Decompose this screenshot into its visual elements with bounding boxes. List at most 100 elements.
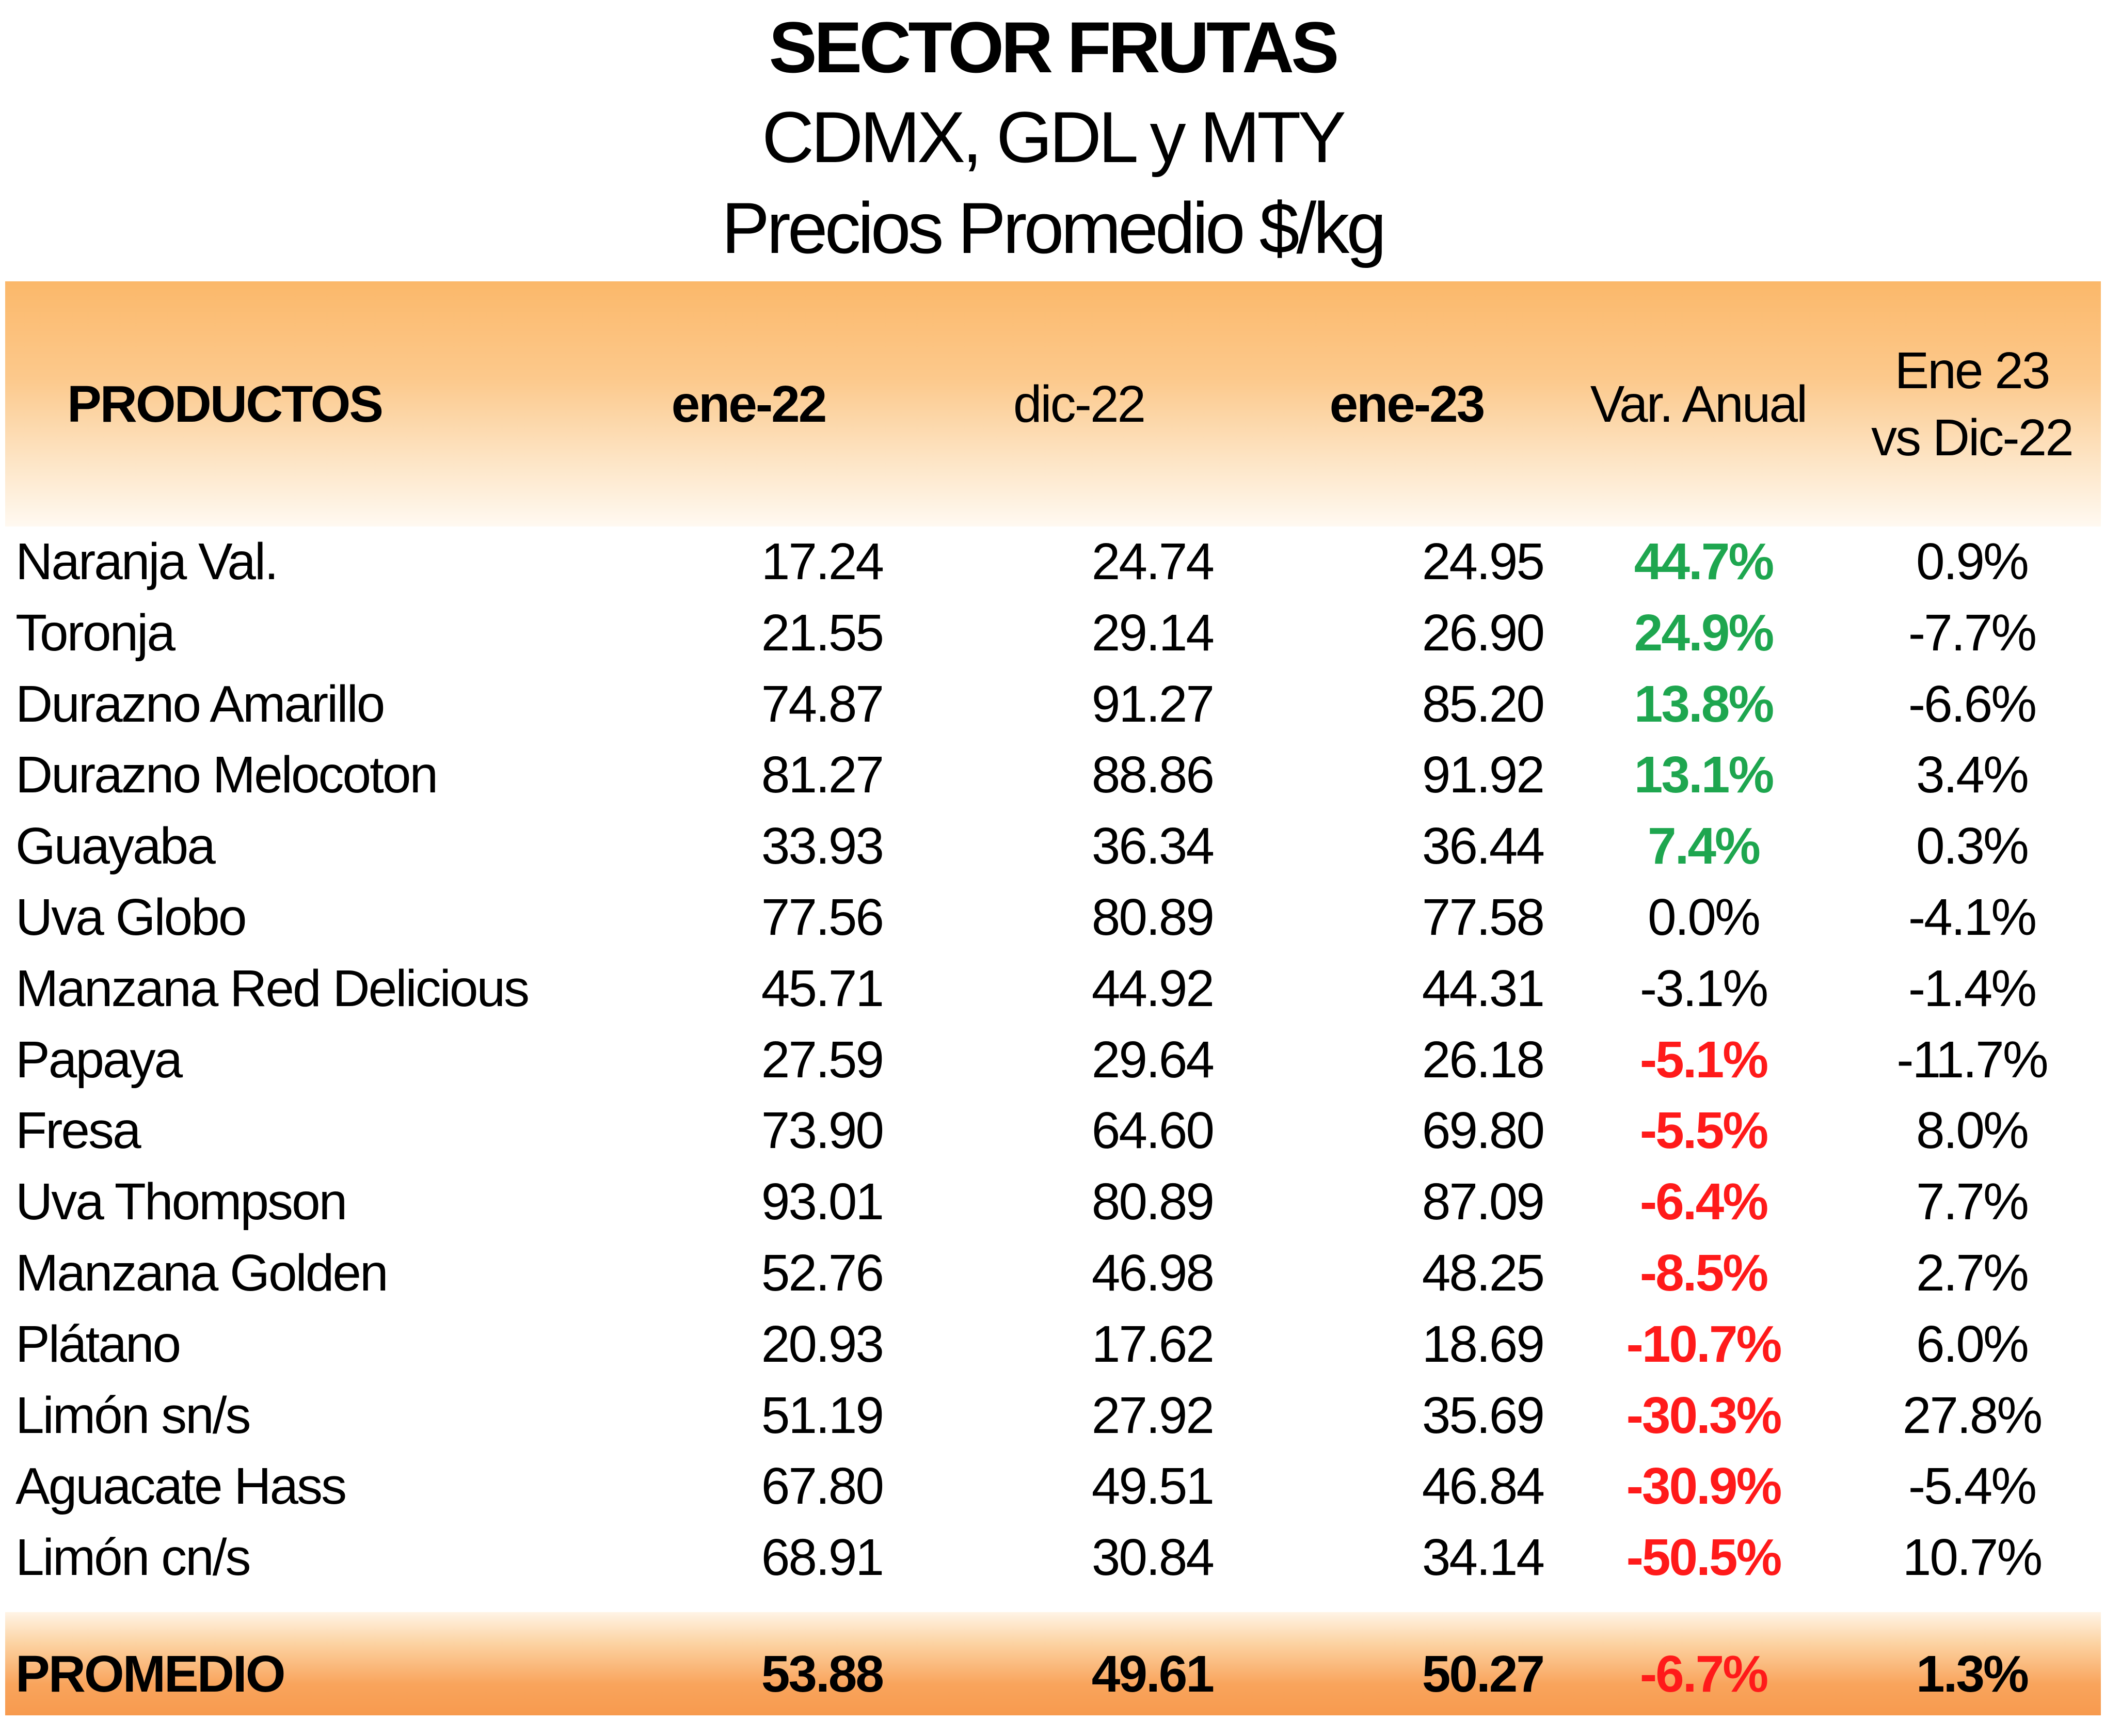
footer-dic22: 49.61 xyxy=(1091,1645,1215,1703)
table-body: Naranja Val. 17.24 24.74 24.95 44.7% 0.9% Toro… xyxy=(5,527,2101,1594)
price-ene22: 74.87 xyxy=(761,675,884,733)
price-dic22: 36.34 xyxy=(1091,817,1215,875)
table-row: Aguacate Hass 67.80 49.51 46.84 -30.9% -5.4% xyxy=(5,1451,2101,1522)
table-row: Durazno Melocoton 81.27 88.86 91.92 13.1% 3.4… xyxy=(5,740,2101,811)
table-row: Toronja 21.55 29.14 26.90 24.9% -7.7% xyxy=(5,598,2101,669)
table-row: Manzana Golden 52.76 46.98 48.25 -8.5% 2.7% xyxy=(5,1238,2101,1309)
table-row: Fresa 73.90 64.60 69.80 -5.5% 8.0% xyxy=(5,1095,2101,1167)
price-ene22: 45.71 xyxy=(761,959,884,1017)
product-name: Limón cn/s xyxy=(15,1528,251,1587)
price-ene23: 69.80 xyxy=(1422,1102,1545,1160)
table-row: Uva Thompson 93.01 80.89 87.09 -6.4% 7.7% xyxy=(5,1167,2101,1238)
header-productos: PRODUCTOS xyxy=(67,375,384,433)
price-ene23: 77.58 xyxy=(1422,888,1545,946)
var-anual: -6.4% xyxy=(1639,1173,1768,1231)
var-anual: -5.1% xyxy=(1639,1030,1768,1089)
prices-table: PRODUCTOS ene-22 dic-22 ene-23 Var. Anua… xyxy=(5,281,2101,1715)
var-anual: -5.5% xyxy=(1639,1102,1768,1160)
var-anual: -30.3% xyxy=(1626,1386,1782,1444)
var-anual: -8.5% xyxy=(1639,1244,1768,1302)
price-ene23: 35.69 xyxy=(1422,1386,1545,1444)
ene-vs-dic: 6.0% xyxy=(1916,1315,2029,1373)
table-footer-promedio: PROMEDIO 53.88 49.61 50.27 -6.7% 1.3% xyxy=(5,1612,2101,1715)
price-dic22: 80.89 xyxy=(1091,1173,1215,1231)
product-name: Manzana Red Delicious xyxy=(15,959,530,1017)
ene-vs-dic: 10.7% xyxy=(1902,1528,2043,1587)
ene-vs-dic: -1.4% xyxy=(1908,959,2037,1017)
product-name: Uva Thompson xyxy=(15,1173,347,1231)
price-ene22: 17.24 xyxy=(761,533,884,591)
table-row: Limón sn/s 51.19 27.92 35.69 -30.3% 27.8% xyxy=(5,1380,2101,1452)
table-row: Limón cn/s 68.91 30.84 34.14 -50.5% 10.7% xyxy=(5,1522,2101,1594)
var-anual: 7.4% xyxy=(1648,817,1761,875)
header-ene-vs-dic: Ene 23 vs Dic-22 xyxy=(1843,281,2101,527)
price-ene23: 91.92 xyxy=(1422,746,1545,804)
var-anual: 13.8% xyxy=(1634,675,1775,733)
product-name: Guayaba xyxy=(15,817,216,875)
product-name: Fresa xyxy=(15,1102,141,1160)
price-dic22: 27.92 xyxy=(1091,1386,1215,1444)
footer-ene-vs-dic: 1.3% xyxy=(1916,1645,2029,1703)
ene-vs-dic: -7.7% xyxy=(1908,603,2037,662)
product-name: Aguacate Hass xyxy=(15,1457,347,1516)
var-anual: -50.5% xyxy=(1626,1528,1782,1587)
price-ene23: 26.90 xyxy=(1422,603,1545,662)
footer-label: PROMEDIO xyxy=(15,1645,285,1703)
price-ene22: 20.93 xyxy=(761,1315,884,1373)
price-ene22: 68.91 xyxy=(761,1528,884,1587)
var-anual: 24.9% xyxy=(1634,603,1775,662)
table-row: Papaya 27.59 29.64 26.18 -5.1% -11.7% xyxy=(5,1025,2101,1096)
var-anual: 13.1% xyxy=(1634,746,1775,804)
table-row: Uva Globo 77.56 80.89 77.58 0.0% -4.1% xyxy=(5,882,2101,953)
ene-vs-dic: -5.4% xyxy=(1908,1457,2037,1516)
price-dic22: 29.14 xyxy=(1091,603,1215,662)
price-dic22: 29.64 xyxy=(1091,1030,1215,1089)
price-dic22: 30.84 xyxy=(1091,1528,1215,1587)
price-ene23: 44.31 xyxy=(1422,959,1545,1017)
price-dic22: 44.92 xyxy=(1091,959,1215,1017)
product-name: Uva Globo xyxy=(15,888,247,946)
page-title: SECTOR FRUTAS xyxy=(769,7,1339,88)
ene-vs-dic: 8.0% xyxy=(1916,1102,2029,1160)
table-row: Manzana Red Delicious 45.71 44.92 44.31 -3.1… xyxy=(5,953,2101,1025)
price-ene22: 73.90 xyxy=(761,1102,884,1160)
page-subtitle-cities: CDMX, GDL y MTY xyxy=(762,97,1346,178)
ene-vs-dic: 0.3% xyxy=(1916,817,2029,875)
var-anual: -3.1% xyxy=(1639,959,1768,1017)
price-ene23: 36.44 xyxy=(1422,817,1545,875)
price-ene23: 26.18 xyxy=(1422,1030,1545,1089)
header-ene23: ene-23 xyxy=(1329,375,1486,433)
table-row: Plátano 20.93 17.62 18.69 -10.7% 6.0% xyxy=(5,1309,2101,1380)
price-dic22: 91.27 xyxy=(1091,675,1215,733)
header-ene-vs-dic-line2: vs Dic-22 xyxy=(1871,408,2074,467)
price-dic22: 80.89 xyxy=(1091,888,1215,946)
product-name: Plátano xyxy=(15,1315,181,1373)
product-name: Durazno Melocoton xyxy=(15,746,438,804)
price-ene22: 51.19 xyxy=(761,1386,884,1444)
price-dic22: 24.74 xyxy=(1091,533,1215,591)
price-ene22: 77.56 xyxy=(761,888,884,946)
price-ene22: 93.01 xyxy=(761,1173,884,1231)
ene-vs-dic: -6.6% xyxy=(1908,675,2037,733)
price-ene23: 87.09 xyxy=(1422,1173,1545,1231)
page-subtitle-prices: Precios Promedio $/kg xyxy=(721,187,1386,268)
product-name: Limón sn/s xyxy=(15,1386,251,1444)
ene-vs-dic: -4.1% xyxy=(1908,888,2037,946)
footer-ene23: 50.27 xyxy=(1422,1645,1545,1703)
price-ene22: 81.27 xyxy=(761,746,884,804)
price-dic22: 46.98 xyxy=(1091,1244,1215,1302)
price-ene23: 34.14 xyxy=(1422,1528,1545,1587)
price-ene22: 52.76 xyxy=(761,1244,884,1302)
product-name: Papaya xyxy=(15,1030,183,1089)
price-dic22: 88.86 xyxy=(1091,746,1215,804)
table-row: Guayaba 33.93 36.34 36.44 7.4% 0.3% xyxy=(5,811,2101,882)
table-header: PRODUCTOS ene-22 dic-22 ene-23 Var. Anua… xyxy=(5,281,2101,527)
product-name: Naranja Val. xyxy=(15,533,279,591)
price-ene23: 18.69 xyxy=(1422,1315,1545,1373)
ene-vs-dic: 2.7% xyxy=(1916,1244,2029,1302)
ene-vs-dic: 0.9% xyxy=(1916,533,2029,591)
ene-vs-dic: -11.7% xyxy=(1896,1030,2048,1089)
price-dic22: 64.60 xyxy=(1091,1102,1215,1160)
price-ene23: 24.95 xyxy=(1422,533,1545,591)
ene-vs-dic: 27.8% xyxy=(1902,1386,2043,1444)
